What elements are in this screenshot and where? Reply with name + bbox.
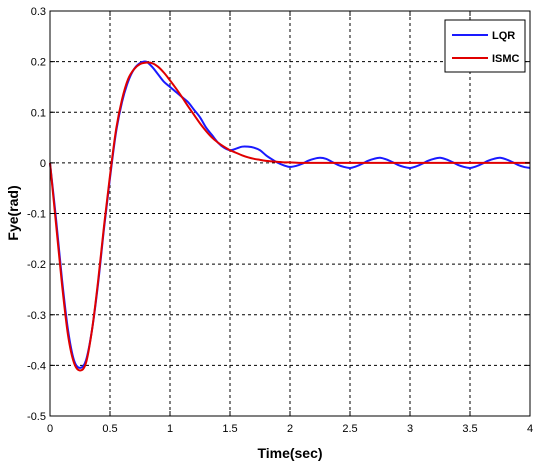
x-tick-label: 0.5 (102, 423, 117, 435)
y-tick-label: 0 (40, 158, 46, 170)
x-tick-label: 0 (47, 423, 53, 435)
y-tick-label: 0.2 (31, 57, 46, 69)
legend: LQR ISMC (444, 19, 526, 73)
series-layer (49, 60, 531, 372)
legend-label-lqr: LQR (492, 30, 515, 42)
y-tick-label: -0.4 (27, 360, 46, 372)
y-tick-label: -0.3 (27, 310, 46, 322)
grid-lines (50, 11, 530, 416)
y-tick-label: -0.1 (27, 209, 46, 221)
y-axis-title: Fye(rad) (5, 185, 21, 240)
x-tick-labels: 0 0.5 1 1.5 2 2.5 3 3.5 4 (47, 423, 533, 435)
y-tick-label: -0.2 (27, 259, 46, 271)
x-axis-title: Time(sec) (257, 445, 322, 461)
tick-marks (49, 10, 531, 417)
x-tick-label: 4 (527, 423, 533, 435)
legend-box (444, 19, 526, 73)
x-tick-label: 1.5 (222, 423, 237, 435)
y-tick-label: -0.5 (27, 411, 46, 423)
x-tick-label: 2.5 (342, 423, 357, 435)
y-tick-label: 0.3 (31, 6, 46, 18)
legend-label-ismc: ISMC (492, 53, 520, 65)
y-tick-label: 0.1 (31, 107, 46, 119)
x-tick-label: 2 (287, 423, 293, 435)
x-tick-label: 1 (167, 423, 173, 435)
x-tick-label: 3.5 (462, 423, 477, 435)
y-tick-labels: -0.5 -0.4 -0.3 -0.2 -0.1 0 0.1 0.2 0.3 (27, 6, 46, 423)
series-line-ismc (49, 61, 530, 372)
x-tick-label: 3 (407, 423, 413, 435)
